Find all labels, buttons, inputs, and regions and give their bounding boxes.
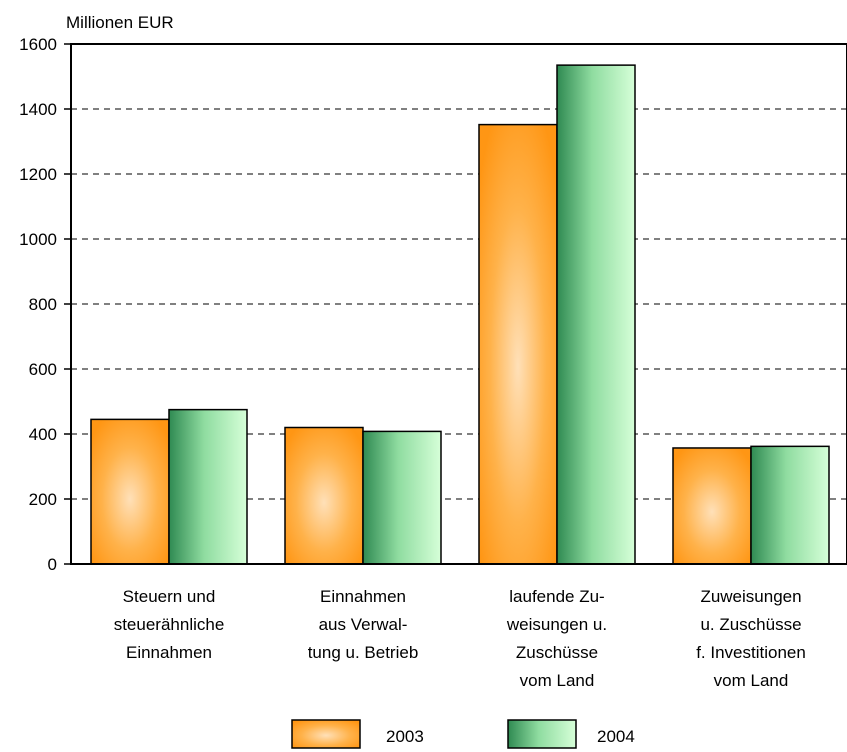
bar-2004-3 [556, 64, 636, 565]
y-tick-label: 1200 [19, 165, 57, 184]
x-category-label: laufende Zu-weisungen u. Zuschüsse vom Lan… [506, 587, 607, 690]
bar-2003-3 [478, 123, 558, 565]
legend-label-2004: 2004 [597, 727, 635, 746]
x-category-label: Steuern und steuerähnliche Einnahmen [114, 587, 225, 662]
bar-2003-2 [284, 426, 364, 565]
bar-2003-1 [90, 418, 170, 565]
y-tick-label: 1000 [19, 230, 57, 249]
y-tick-label: 800 [29, 295, 57, 314]
y-tick-label: 1400 [19, 100, 57, 119]
y-axis-label: Millionen EUR [66, 13, 174, 32]
y-tick-label: 600 [29, 360, 57, 379]
legend: 2003 2004 [291, 719, 635, 749]
y-axis-ticks: 0 200 400 600 800 1000 1200 1400 1600 [19, 35, 71, 574]
legend-swatch-2003 [291, 719, 361, 749]
x-category-label: Zuweisungen u. Zuschüsse f. Investitionen v… [696, 587, 806, 690]
y-tick-label: 1600 [19, 35, 57, 54]
legend-label-2003: 2003 [386, 727, 424, 746]
x-category-label: Einnahmen aus Verwal-tung u. Betrieb [308, 587, 419, 662]
bar-2004-4 [750, 445, 830, 565]
bar-2004-1 [168, 408, 248, 565]
x-axis-category-labels: Steuern und steuerähnliche Einnahmen Einnah… [114, 587, 806, 690]
y-tick-label: 200 [29, 490, 57, 509]
bar-2003-4 [672, 447, 752, 565]
bar-2004-2 [362, 430, 442, 565]
plot-area-frame [70, 43, 847, 565]
y-tick-label: 400 [29, 425, 57, 444]
legend-swatch-2004 [507, 719, 577, 749]
gridlines [71, 108, 847, 500]
bars [90, 64, 830, 565]
y-tick-label: 0 [48, 555, 57, 574]
